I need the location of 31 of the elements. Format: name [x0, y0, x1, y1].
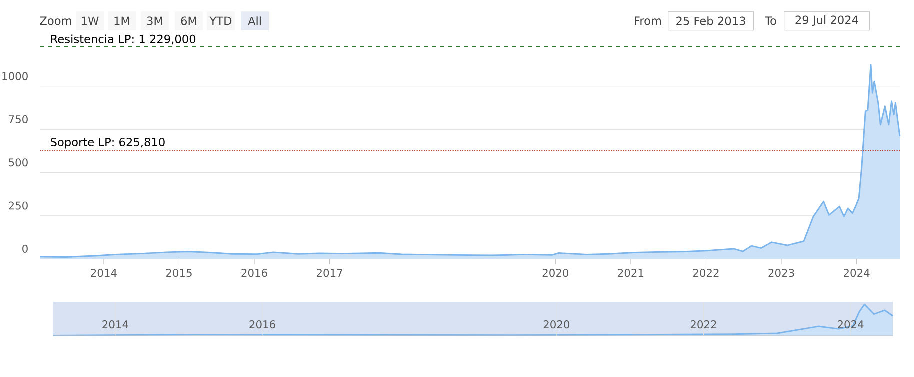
x-tick-label: 2016 — [242, 269, 268, 278]
x-tick-label: 2023 — [768, 269, 794, 278]
y-tick-label: 0 — [22, 244, 28, 253]
x-tick-label: 2017 — [317, 269, 342, 278]
y-tick-label: 750 — [9, 115, 28, 124]
text: Zoom — [40, 16, 72, 26]
text: All — [248, 16, 261, 26]
x-tick-label: 2022 — [690, 320, 716, 329]
y-tick-label: 250 — [9, 202, 28, 210]
y-tick-label: 500 — [9, 158, 28, 167]
text: From — [635, 16, 662, 26]
x-tick-label: 2020 — [544, 320, 570, 329]
y-tick-label: 1000 — [2, 72, 28, 80]
text: 29 Jul 2024 — [796, 16, 858, 26]
x-tick-label: 2020 — [542, 269, 569, 278]
text: 3M — [147, 16, 162, 26]
text: 1W — [82, 16, 99, 26]
x-tick-label: 2014 — [91, 269, 117, 278]
ref-line-label: Resistencia LP: 1 229,000 — [51, 34, 196, 45]
x-tick-label: 2022 — [693, 269, 719, 278]
text: 1M — [114, 16, 130, 26]
x-tick-label: 2015 — [166, 269, 192, 278]
x-tick-label: 2014 — [102, 320, 128, 329]
text: To — [764, 16, 776, 26]
text: 6M — [181, 16, 196, 26]
text: YTD — [210, 16, 232, 26]
x-tick-label: 2021 — [618, 269, 644, 278]
x-tick-label: 2024 — [844, 269, 870, 278]
text: 25 Feb 2013 — [676, 16, 746, 26]
x-tick-label: 2016 — [250, 320, 276, 329]
ref-line-label: Soporte LP: 625,810 — [51, 138, 165, 149]
